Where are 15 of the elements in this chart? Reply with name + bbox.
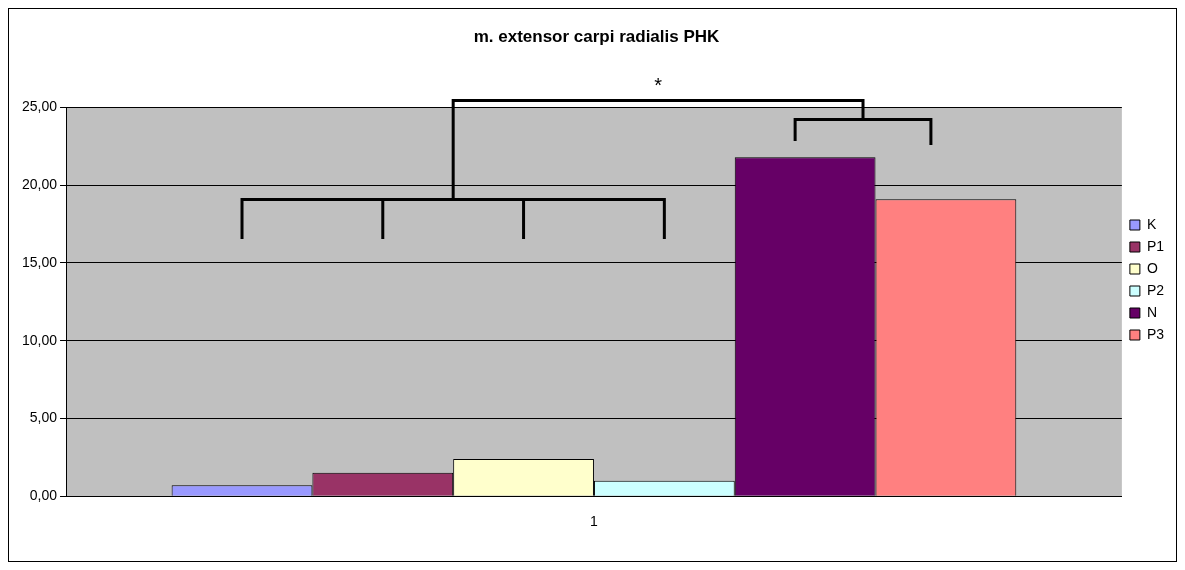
legend-label: P2 xyxy=(1146,281,1165,298)
y-tick-label: 20,00 xyxy=(21,176,58,193)
legend-label: P1 xyxy=(1146,237,1165,254)
text: * xyxy=(654,73,663,96)
legend-label: K xyxy=(1146,215,1157,232)
legend-label: N xyxy=(1146,303,1157,320)
y-tick-label: 10,00 xyxy=(21,331,58,348)
y-tick-label: 0,00 xyxy=(29,487,58,504)
chart-title: m. extensor carpi radialis PHK xyxy=(473,26,721,46)
legend-label: P3 xyxy=(1146,325,1165,342)
y-tick-label: 5,00 xyxy=(29,409,58,426)
y-tick-label: 15,00 xyxy=(21,253,58,270)
x-tick-label: 1 xyxy=(590,513,599,530)
legend-label: O xyxy=(1146,259,1158,276)
y-tick-label: 25,00 xyxy=(21,98,58,115)
